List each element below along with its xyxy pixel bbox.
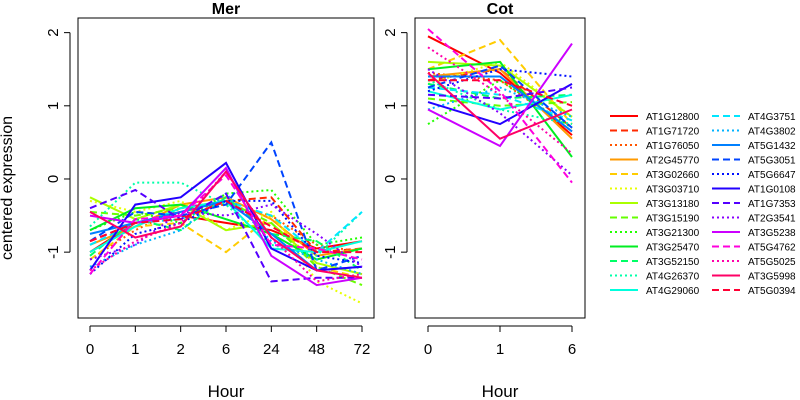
mer-y-tick-label: 2 <box>45 28 62 36</box>
legend-label: AT1G0108 <box>748 185 796 196</box>
mer-series-at5g4762 <box>89 173 363 275</box>
legend-label: AT5G1432 <box>748 141 796 152</box>
legend-label: AT4G26370 <box>646 272 700 283</box>
cot-series-at4g3802 <box>427 86 573 118</box>
cot-x-tick-label: 1 <box>496 341 504 358</box>
panel-mer: Mer 0 1 2 6 24 48 72 Hour -1 0 1 2 centered expressio… <box>0 1 375 400</box>
legend-label: AT4G3751 <box>748 112 796 123</box>
legend-label: AT4G3802 <box>748 127 796 138</box>
mer-x-tick-label: 2 <box>176 341 184 358</box>
cot-y-tick-label: -1 <box>382 245 399 258</box>
cot-series-at3g02660 <box>427 38 573 125</box>
mer-series-at5g6647 <box>89 199 363 275</box>
mer-x-tick-label: 0 <box>86 341 94 358</box>
mer-series-at3g5998 <box>89 170 363 279</box>
mer-x-tick-label: 48 <box>308 341 325 358</box>
legend-label: AT3G03710 <box>646 185 700 196</box>
cot-series-at3g5238 <box>427 43 573 148</box>
cot-series-at5g1432 <box>428 75 573 133</box>
mer-x-tick-label: 6 <box>222 341 230 358</box>
legend-label: AT1G12800 <box>646 112 700 123</box>
mer-x-tick-label: 72 <box>354 341 371 358</box>
mer-title: Mer <box>212 1 240 18</box>
panel-cot: Cot 0 1 6 Hour -1 0 1 2 <box>382 1 586 400</box>
mer-series-at1g7353 <box>89 188 362 283</box>
legend-label: AT3G5998 <box>748 272 796 283</box>
legend-label: AT3G5238 <box>748 228 796 239</box>
mer-series-at3g21300 <box>89 188 363 246</box>
legend-label: AT3G21300 <box>646 228 700 239</box>
legend-label: AT3G15190 <box>646 214 700 225</box>
mer-series-at4g26370 <box>89 181 363 257</box>
legend-label: AT1G7353 <box>748 199 796 210</box>
cot-series-at4g29060 <box>427 90 573 111</box>
cot-series-at5g5025 <box>427 46 573 155</box>
legend-label: AT5G4762 <box>748 243 796 254</box>
cot-series-at5g6647 <box>427 68 573 93</box>
mer-y-tick-label: 1 <box>45 102 62 110</box>
mer-x-axis-label: Hour <box>208 382 245 400</box>
cot-x-tick-label: 6 <box>568 341 576 358</box>
mer-y-tick-label: 0 <box>45 175 62 183</box>
mer-y-axis-label: centered expression <box>0 116 16 260</box>
legend-label: AT2G3541 <box>748 214 796 225</box>
legend-label: AT3G25470 <box>646 243 700 254</box>
mer-series-at5g0394 <box>89 199 362 254</box>
legend-label: AT5G5025 <box>748 257 796 268</box>
cot-x-tick-label: 0 <box>424 341 432 358</box>
cot-series-at2g3541 <box>427 68 573 177</box>
legend: AT1G12800 AT1G71720 AT1G76050 AT2G45770 AT3G… <box>610 112 796 297</box>
mer-y-tick-label: -1 <box>45 245 62 258</box>
cot-series-at3g25470 <box>427 60 573 158</box>
cot-series-at3g15190 <box>427 97 573 107</box>
cot-series-at5g0394 <box>428 79 573 107</box>
legend-label: AT3G52150 <box>646 257 700 268</box>
legend-label: AT1G71720 <box>646 127 700 138</box>
cot-title: Cot <box>487 1 514 18</box>
cot-y-tick-label: 1 <box>382 102 399 110</box>
cot-y-tick-label: 0 <box>382 175 399 183</box>
cot-series-at3g5998 <box>427 72 573 140</box>
legend-label: AT2G45770 <box>646 156 700 167</box>
legend-label: AT3G02660 <box>646 170 700 181</box>
cot-plot-frame <box>414 17 586 319</box>
cot-series-at3g52150 <box>427 82 573 100</box>
legend-label: AT5G3051 <box>748 156 796 167</box>
mer-series-at3g03710 <box>89 199 363 305</box>
legend-label: AT3G13180 <box>646 199 700 210</box>
mer-x-tick-label: 24 <box>263 341 280 358</box>
cot-y-tick-label: 2 <box>382 28 399 36</box>
legend-label: AT4G29060 <box>646 286 700 297</box>
legend-label: AT5G6647 <box>748 170 796 181</box>
legend-label: AT1G76050 <box>646 141 700 152</box>
cot-x-axis-label: Hour <box>482 382 519 400</box>
mer-plot-frame <box>77 17 375 319</box>
legend-label: AT5G0394 <box>748 286 796 297</box>
mer-x-tick-label: 1 <box>131 341 139 358</box>
